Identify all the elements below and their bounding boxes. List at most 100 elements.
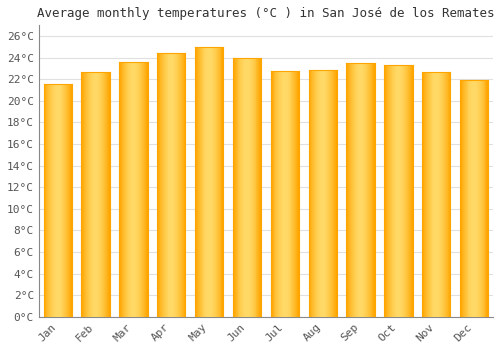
Bar xyxy=(476,80,477,317)
Bar xyxy=(139,62,140,317)
Bar xyxy=(137,62,138,317)
Bar xyxy=(392,65,394,317)
Bar xyxy=(312,70,313,317)
Bar xyxy=(172,53,173,317)
Bar xyxy=(51,84,52,317)
Bar xyxy=(125,62,126,317)
Bar xyxy=(331,70,332,317)
Bar xyxy=(432,72,434,317)
Bar xyxy=(294,71,296,317)
Bar xyxy=(290,71,292,317)
Bar xyxy=(247,58,248,317)
Bar xyxy=(472,80,473,317)
Bar xyxy=(396,65,398,317)
Bar xyxy=(245,58,246,317)
Bar xyxy=(87,72,88,317)
Bar xyxy=(474,80,475,317)
Bar xyxy=(107,72,108,317)
Bar xyxy=(144,62,145,317)
Bar xyxy=(182,53,184,317)
Bar xyxy=(351,63,352,317)
Bar xyxy=(260,58,261,317)
Bar xyxy=(70,84,71,317)
Bar xyxy=(484,80,486,317)
Bar xyxy=(210,47,211,317)
Bar xyxy=(356,63,357,317)
Bar xyxy=(335,70,336,317)
Bar xyxy=(477,80,478,317)
Bar xyxy=(142,62,143,317)
Bar xyxy=(212,47,213,317)
Bar xyxy=(371,63,372,317)
Bar xyxy=(308,70,310,317)
Bar xyxy=(316,70,317,317)
Bar xyxy=(140,62,141,317)
Bar xyxy=(236,58,238,317)
Bar xyxy=(370,63,371,317)
Bar xyxy=(282,71,283,317)
Bar xyxy=(94,72,96,317)
Bar xyxy=(394,65,396,317)
Bar xyxy=(276,71,278,317)
Bar xyxy=(279,71,280,317)
Bar xyxy=(138,62,139,317)
Bar xyxy=(143,62,144,317)
Bar xyxy=(122,62,123,317)
Bar xyxy=(102,72,103,317)
Bar xyxy=(67,84,68,317)
Bar xyxy=(132,62,134,317)
Bar xyxy=(60,84,62,317)
Bar xyxy=(96,72,98,317)
Bar xyxy=(409,65,410,317)
Bar xyxy=(386,65,387,317)
Bar xyxy=(324,70,326,317)
Bar xyxy=(56,84,57,317)
Bar xyxy=(184,53,186,317)
Bar xyxy=(346,63,348,317)
Bar xyxy=(214,47,215,317)
Bar xyxy=(126,62,127,317)
Bar xyxy=(398,65,400,317)
Bar xyxy=(348,63,349,317)
Bar xyxy=(424,72,425,317)
Bar xyxy=(104,72,105,317)
Bar xyxy=(284,71,285,317)
Bar xyxy=(426,72,427,317)
Bar xyxy=(68,84,69,317)
Bar xyxy=(280,71,281,317)
Bar xyxy=(389,65,390,317)
Bar xyxy=(333,70,334,317)
Bar xyxy=(174,53,175,317)
Bar xyxy=(466,80,468,317)
Bar xyxy=(407,65,408,317)
Bar xyxy=(121,62,122,317)
Bar xyxy=(211,47,212,317)
Bar xyxy=(349,63,350,317)
Bar xyxy=(109,72,110,317)
Bar xyxy=(437,72,438,317)
Bar xyxy=(216,47,218,317)
Bar xyxy=(179,53,180,317)
Bar xyxy=(423,72,424,317)
Bar xyxy=(353,63,354,317)
Bar xyxy=(400,65,402,317)
Bar xyxy=(218,47,220,317)
Bar xyxy=(448,72,450,317)
Bar xyxy=(481,80,482,317)
Bar xyxy=(385,65,386,317)
Bar xyxy=(332,70,333,317)
Bar xyxy=(374,63,375,317)
Bar xyxy=(50,84,51,317)
Bar xyxy=(425,72,426,317)
Bar xyxy=(123,62,124,317)
Bar xyxy=(238,58,240,317)
Bar xyxy=(362,63,364,317)
Bar xyxy=(254,58,256,317)
Bar xyxy=(215,47,216,317)
Bar xyxy=(208,47,209,317)
Bar xyxy=(357,63,358,317)
Bar xyxy=(486,80,488,317)
Bar xyxy=(198,47,200,317)
Bar xyxy=(202,47,203,317)
Bar xyxy=(136,62,137,317)
